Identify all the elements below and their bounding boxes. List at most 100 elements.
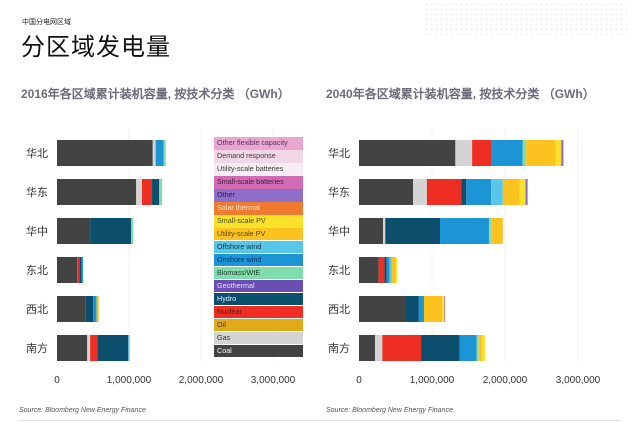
- bar-segment-coal: [359, 140, 456, 166]
- bar-segment-small-scale-pv: [519, 179, 526, 205]
- bar-segment-biomass-wte: [163, 140, 165, 166]
- legend-item: Gas: [214, 331, 303, 345]
- category-label: 华北: [328, 146, 350, 160]
- legend-item: Coal: [214, 344, 303, 358]
- bar-segment-onshore-wind: [491, 140, 523, 166]
- category-label: 南方: [328, 341, 350, 355]
- bar-segment-coal: [359, 335, 376, 361]
- bar-segment-coal: [57, 257, 78, 283]
- legend-item: Small-scale batteries: [214, 175, 303, 189]
- legend-item: Utility-scale PV: [214, 227, 303, 241]
- bar-segment-biomass-wte: [159, 179, 163, 205]
- legend-item: Utility-scale batteries: [214, 162, 303, 176]
- bar-segment-other: [561, 140, 564, 166]
- bar-segment-hydro: [385, 218, 441, 244]
- category-label: 华北: [26, 146, 48, 160]
- bar-segment-biomass-wte: [522, 140, 527, 166]
- source-note-2040: Source: Bloomberg New Energy Finance: [326, 407, 453, 414]
- x-tick-label: 2,000,000: [179, 375, 224, 386]
- legend-item: Geothermal: [214, 279, 303, 293]
- bar-segment-hydro: [90, 218, 132, 244]
- chart-title-2040: 2040年各区域累计装机容量, 按技术分类 （GWh）: [326, 87, 595, 101]
- x-tick-label: 3,000,000: [556, 375, 601, 386]
- bar-segment-coal: [359, 296, 405, 322]
- bar-segment-biomass-wte: [131, 218, 134, 244]
- legend-item: Small-scale PV: [214, 214, 303, 228]
- x-tick-label: 1,000,000: [410, 375, 455, 386]
- bar-segment-utility-scale-pv: [165, 140, 166, 166]
- bar-segment-hydro: [384, 257, 387, 283]
- bar-segment-utility-scale-pv: [391, 257, 396, 283]
- bar-segment-gas: [152, 140, 156, 166]
- legend-item: Other: [214, 188, 303, 202]
- bar-segment-coal: [359, 257, 379, 283]
- source-note-2016: Source: Bloomberg New Energy Finance: [19, 407, 146, 414]
- bar-segment-gas: [383, 218, 386, 244]
- bar-segment-onshore-wind: [93, 296, 97, 322]
- bar-segment-offshore-wind: [491, 179, 503, 205]
- legend-item: Onshore wind: [214, 253, 303, 267]
- bar-segment-nuclear: [90, 335, 98, 361]
- category-label: 华中: [328, 224, 350, 238]
- bar-segment-gas: [455, 140, 473, 166]
- bar-segment-hydro: [152, 179, 160, 205]
- bar-segment-utility-scale-pv: [502, 179, 520, 205]
- watermark-pattern: [424, 2, 629, 38]
- bar-segment-utility-scale-pv: [478, 335, 483, 361]
- bar-segment-hydro: [421, 335, 460, 361]
- x-tick-label: 2,000,000: [483, 375, 528, 386]
- bar-segment-offshore-wind: [128, 335, 130, 361]
- bar-segment-coal: [57, 179, 137, 205]
- category-label: 东北: [328, 264, 350, 277]
- x-tick-label: 3,000,000: [251, 375, 296, 386]
- bar-segment-coal: [57, 140, 153, 166]
- bar-segment-utility-scale-pv: [423, 296, 443, 322]
- x-tick-label: 0: [356, 375, 362, 386]
- bar-segment-coal: [57, 335, 88, 361]
- bar-segment-nuclear: [472, 140, 492, 166]
- category-label: 南方: [26, 341, 48, 355]
- bar-segment-coal: [359, 179, 414, 205]
- legend-item: Solar thermal: [214, 201, 303, 215]
- bar-segment-gas: [375, 335, 383, 361]
- legend-item: Hydro: [214, 292, 303, 306]
- bar-segment-utility-scale-pv: [96, 296, 99, 322]
- bar-segment-nuclear: [426, 179, 462, 205]
- bar-segment-biomass-wte: [488, 218, 492, 244]
- bar-segment-gas: [87, 335, 91, 361]
- bar-segment-utility-scale-pv: [491, 218, 503, 244]
- bar-segment-offshore-wind: [389, 257, 392, 283]
- bar-segment-other: [444, 296, 446, 322]
- bar-segment-other: [525, 179, 528, 205]
- bar-segment-hydro: [404, 296, 419, 322]
- category-label: 东北: [26, 264, 48, 277]
- legend-item: Offshore wind: [214, 240, 303, 254]
- bar-segment-onshore-wind: [440, 218, 489, 244]
- legend-item: Biomass/WtE: [214, 266, 303, 280]
- bar-segment-utility-scale-pv: [526, 140, 556, 166]
- legend-item: Demand response: [214, 149, 303, 163]
- bar-segment-hydro: [85, 296, 93, 322]
- bar-segment-nuclear: [141, 179, 153, 205]
- bar-segment-nuclear: [77, 257, 80, 283]
- bar-segment-hydro: [79, 257, 82, 283]
- bar-segment-nuclear: [382, 335, 422, 361]
- category-label: 西北: [26, 303, 48, 316]
- page-eyebrow: 中国分电网区域: [22, 18, 71, 26]
- chart-title-2016: 2016年各区域累计装机容量, 按技术分类 （GWh）: [21, 87, 290, 101]
- bar-segment-onshore-wind: [155, 140, 164, 166]
- x-tick-label: 1,000,000: [107, 375, 152, 386]
- page-title: 分区域发电量: [21, 33, 171, 61]
- legend: Other flexible capacity Demand response Ut…: [214, 137, 303, 358]
- legend-item: Nuclear: [214, 305, 303, 319]
- bar-segment-coal: [57, 296, 86, 322]
- bar-segment-small-scale-pv: [555, 140, 562, 166]
- bar-segment-onshore-wind: [459, 335, 477, 361]
- bar-segment-biomass-wte: [129, 335, 130, 361]
- bar-segment-hydro: [461, 179, 467, 205]
- bar-segment-coal: [359, 218, 384, 244]
- category-label: 华中: [26, 224, 48, 238]
- category-label: 西北: [328, 303, 350, 316]
- category-label: 华东: [26, 185, 48, 199]
